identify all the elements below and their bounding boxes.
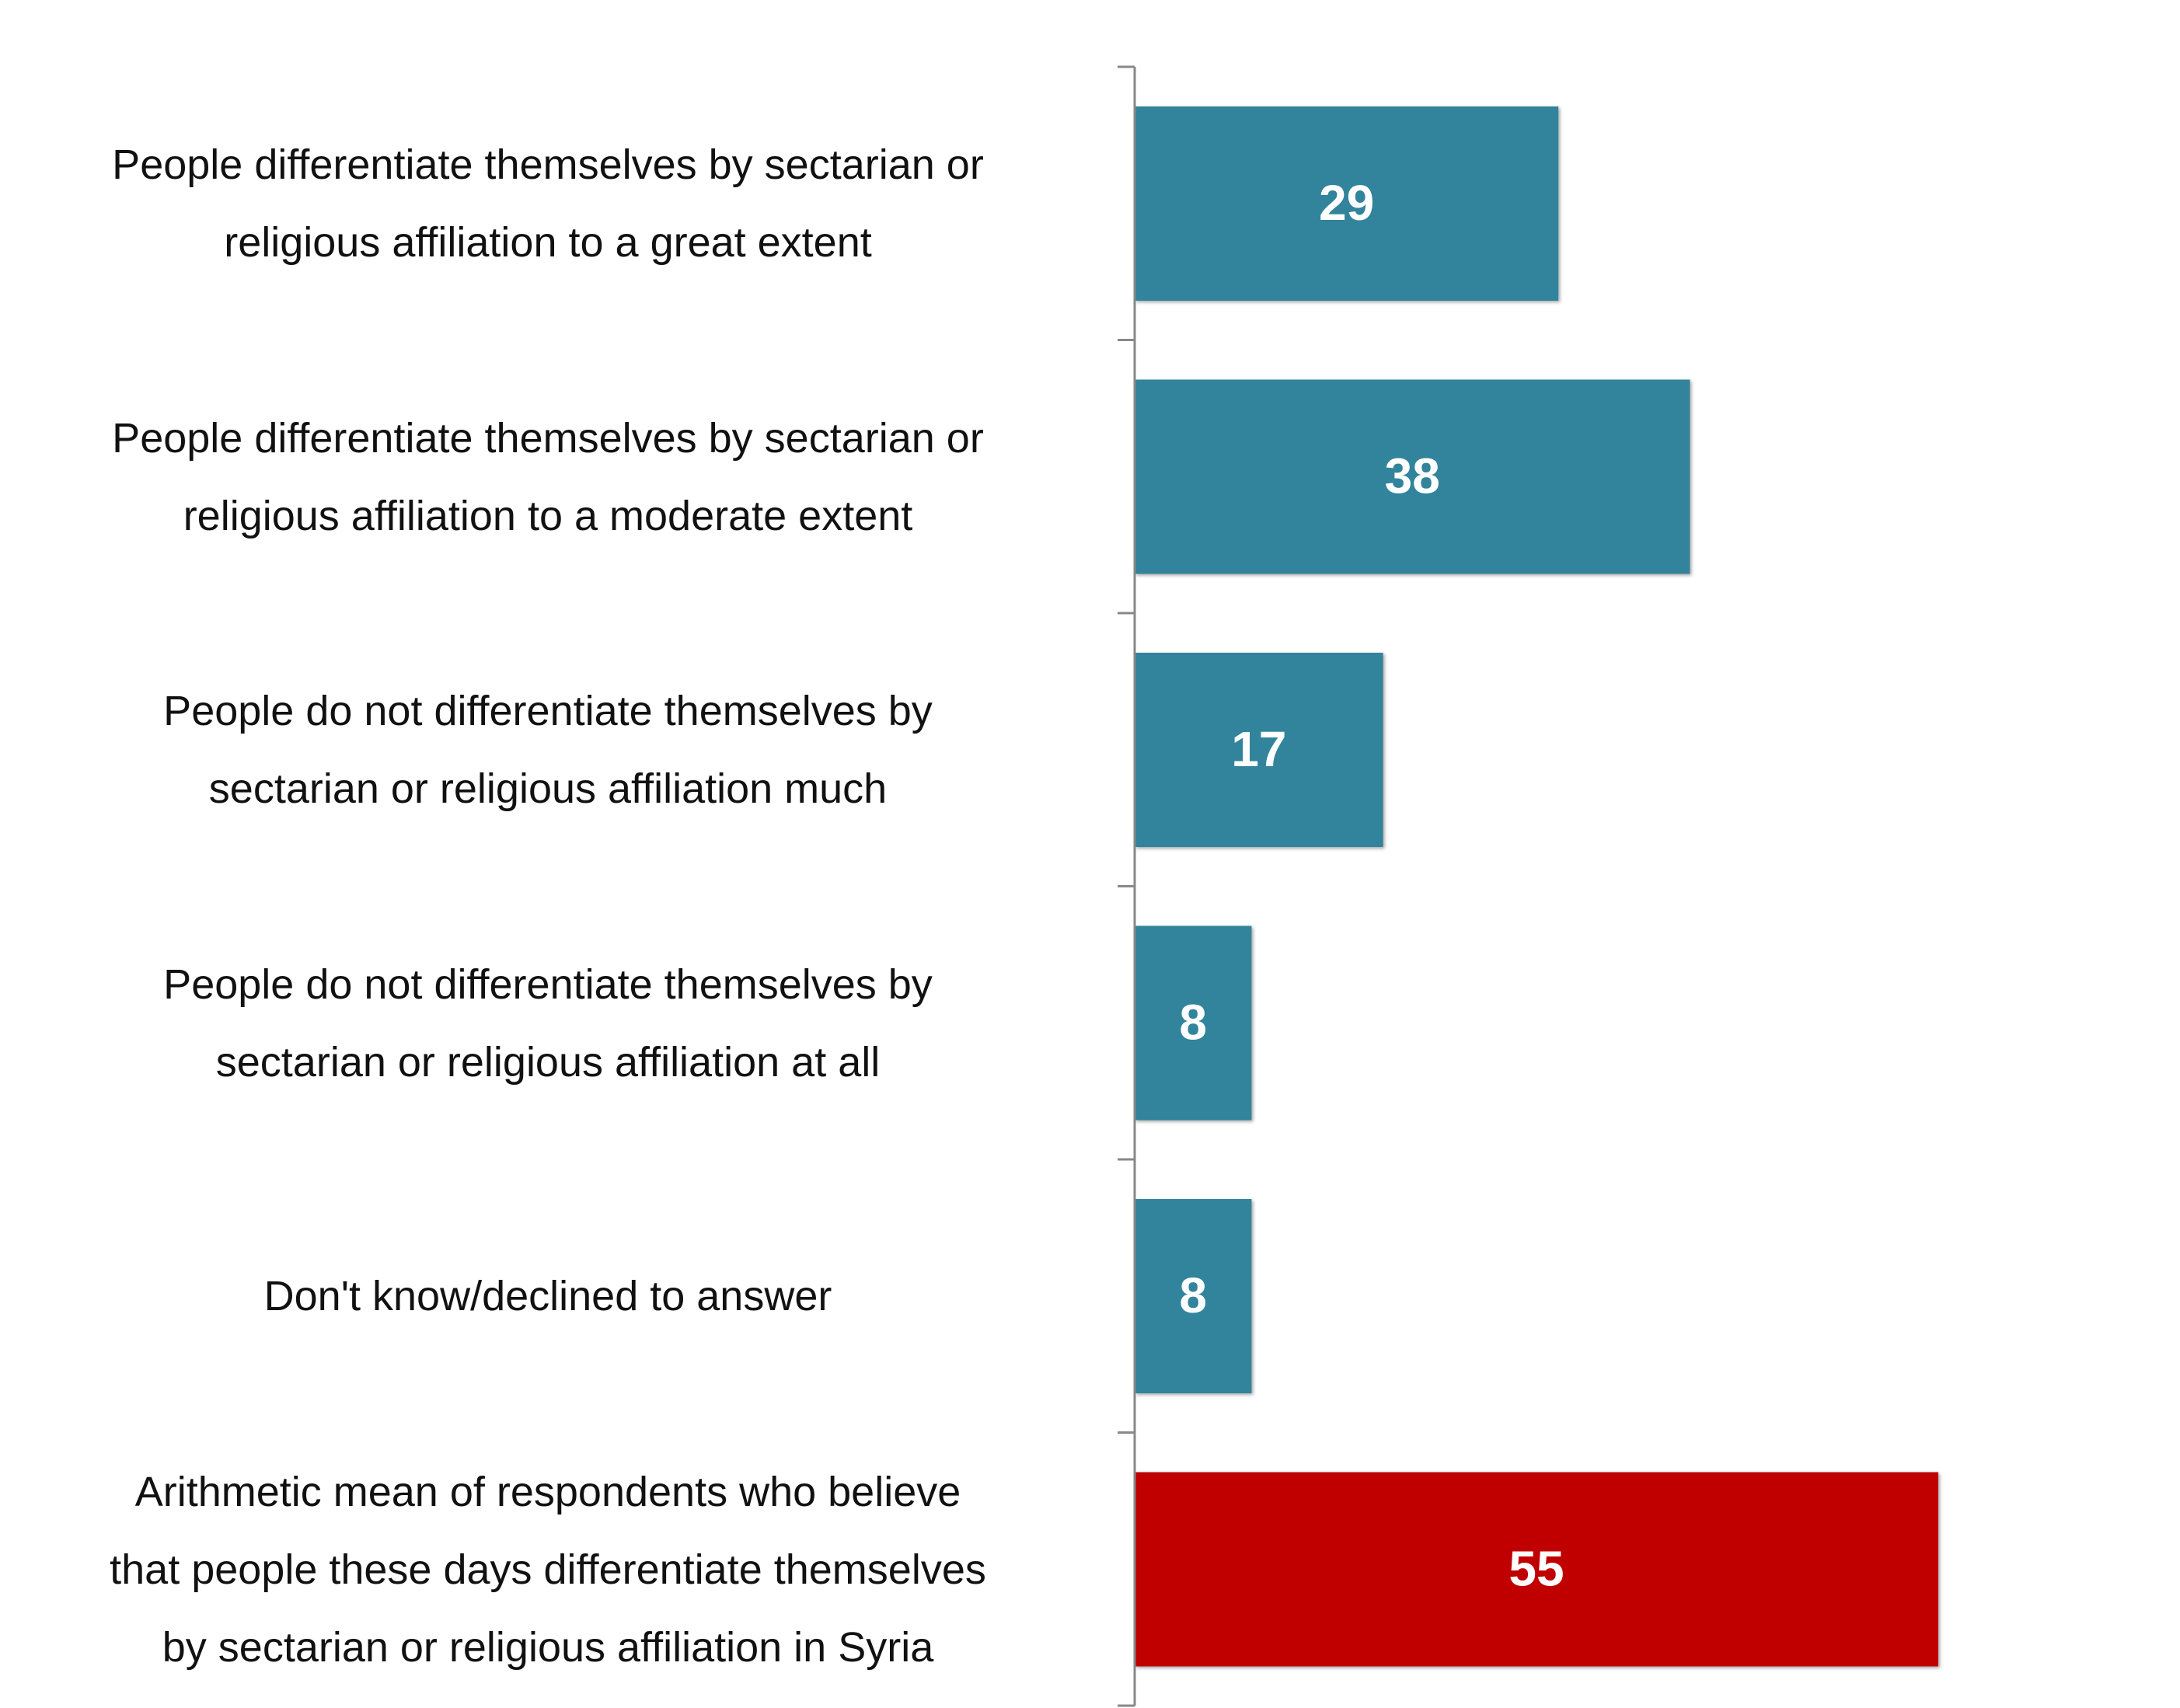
- bar: [1135, 379, 1690, 574]
- bar: [1135, 1472, 1938, 1667]
- category-label: Arithmetic mean of respondents who belie…: [110, 1468, 986, 1671]
- value-label: 38: [1385, 448, 1440, 504]
- value-label: 29: [1319, 175, 1374, 231]
- bar: [1135, 925, 1252, 1121]
- category-label: People do not differentiate themselves b…: [163, 688, 933, 812]
- bar: [1135, 653, 1383, 847]
- category-label: People differentiate themselves by secta…: [112, 414, 984, 539]
- category-label: People do not differentiate themselves b…: [163, 960, 933, 1086]
- value-label: 8: [1179, 994, 1207, 1050]
- value-label: 8: [1179, 1267, 1207, 1323]
- category-label: People differentiate themselves by secta…: [112, 141, 984, 266]
- value-label: 17: [1231, 721, 1286, 777]
- bar: [1135, 1199, 1252, 1393]
- category-label: Don't know/declined to answer: [263, 1273, 832, 1319]
- value-label: 55: [1509, 1540, 1564, 1596]
- bar: [1135, 106, 1559, 301]
